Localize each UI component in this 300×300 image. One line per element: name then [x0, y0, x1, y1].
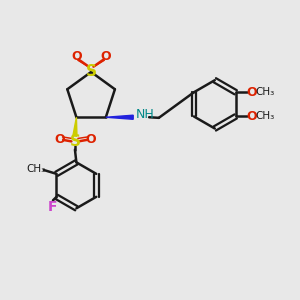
Text: F: F	[48, 200, 58, 214]
Text: O: O	[100, 50, 111, 63]
Text: O: O	[71, 50, 82, 63]
Text: CH₃: CH₃	[255, 87, 274, 97]
Text: CH₃: CH₃	[255, 111, 274, 122]
Text: O: O	[85, 134, 96, 146]
Text: NH: NH	[136, 108, 154, 121]
Polygon shape	[106, 115, 133, 119]
Text: O: O	[247, 86, 257, 99]
Text: S: S	[69, 134, 80, 149]
Text: O: O	[247, 110, 257, 123]
Text: O: O	[54, 134, 65, 146]
Text: CH₃: CH₃	[26, 164, 46, 174]
Polygon shape	[73, 117, 77, 136]
Text: S: S	[85, 64, 97, 80]
